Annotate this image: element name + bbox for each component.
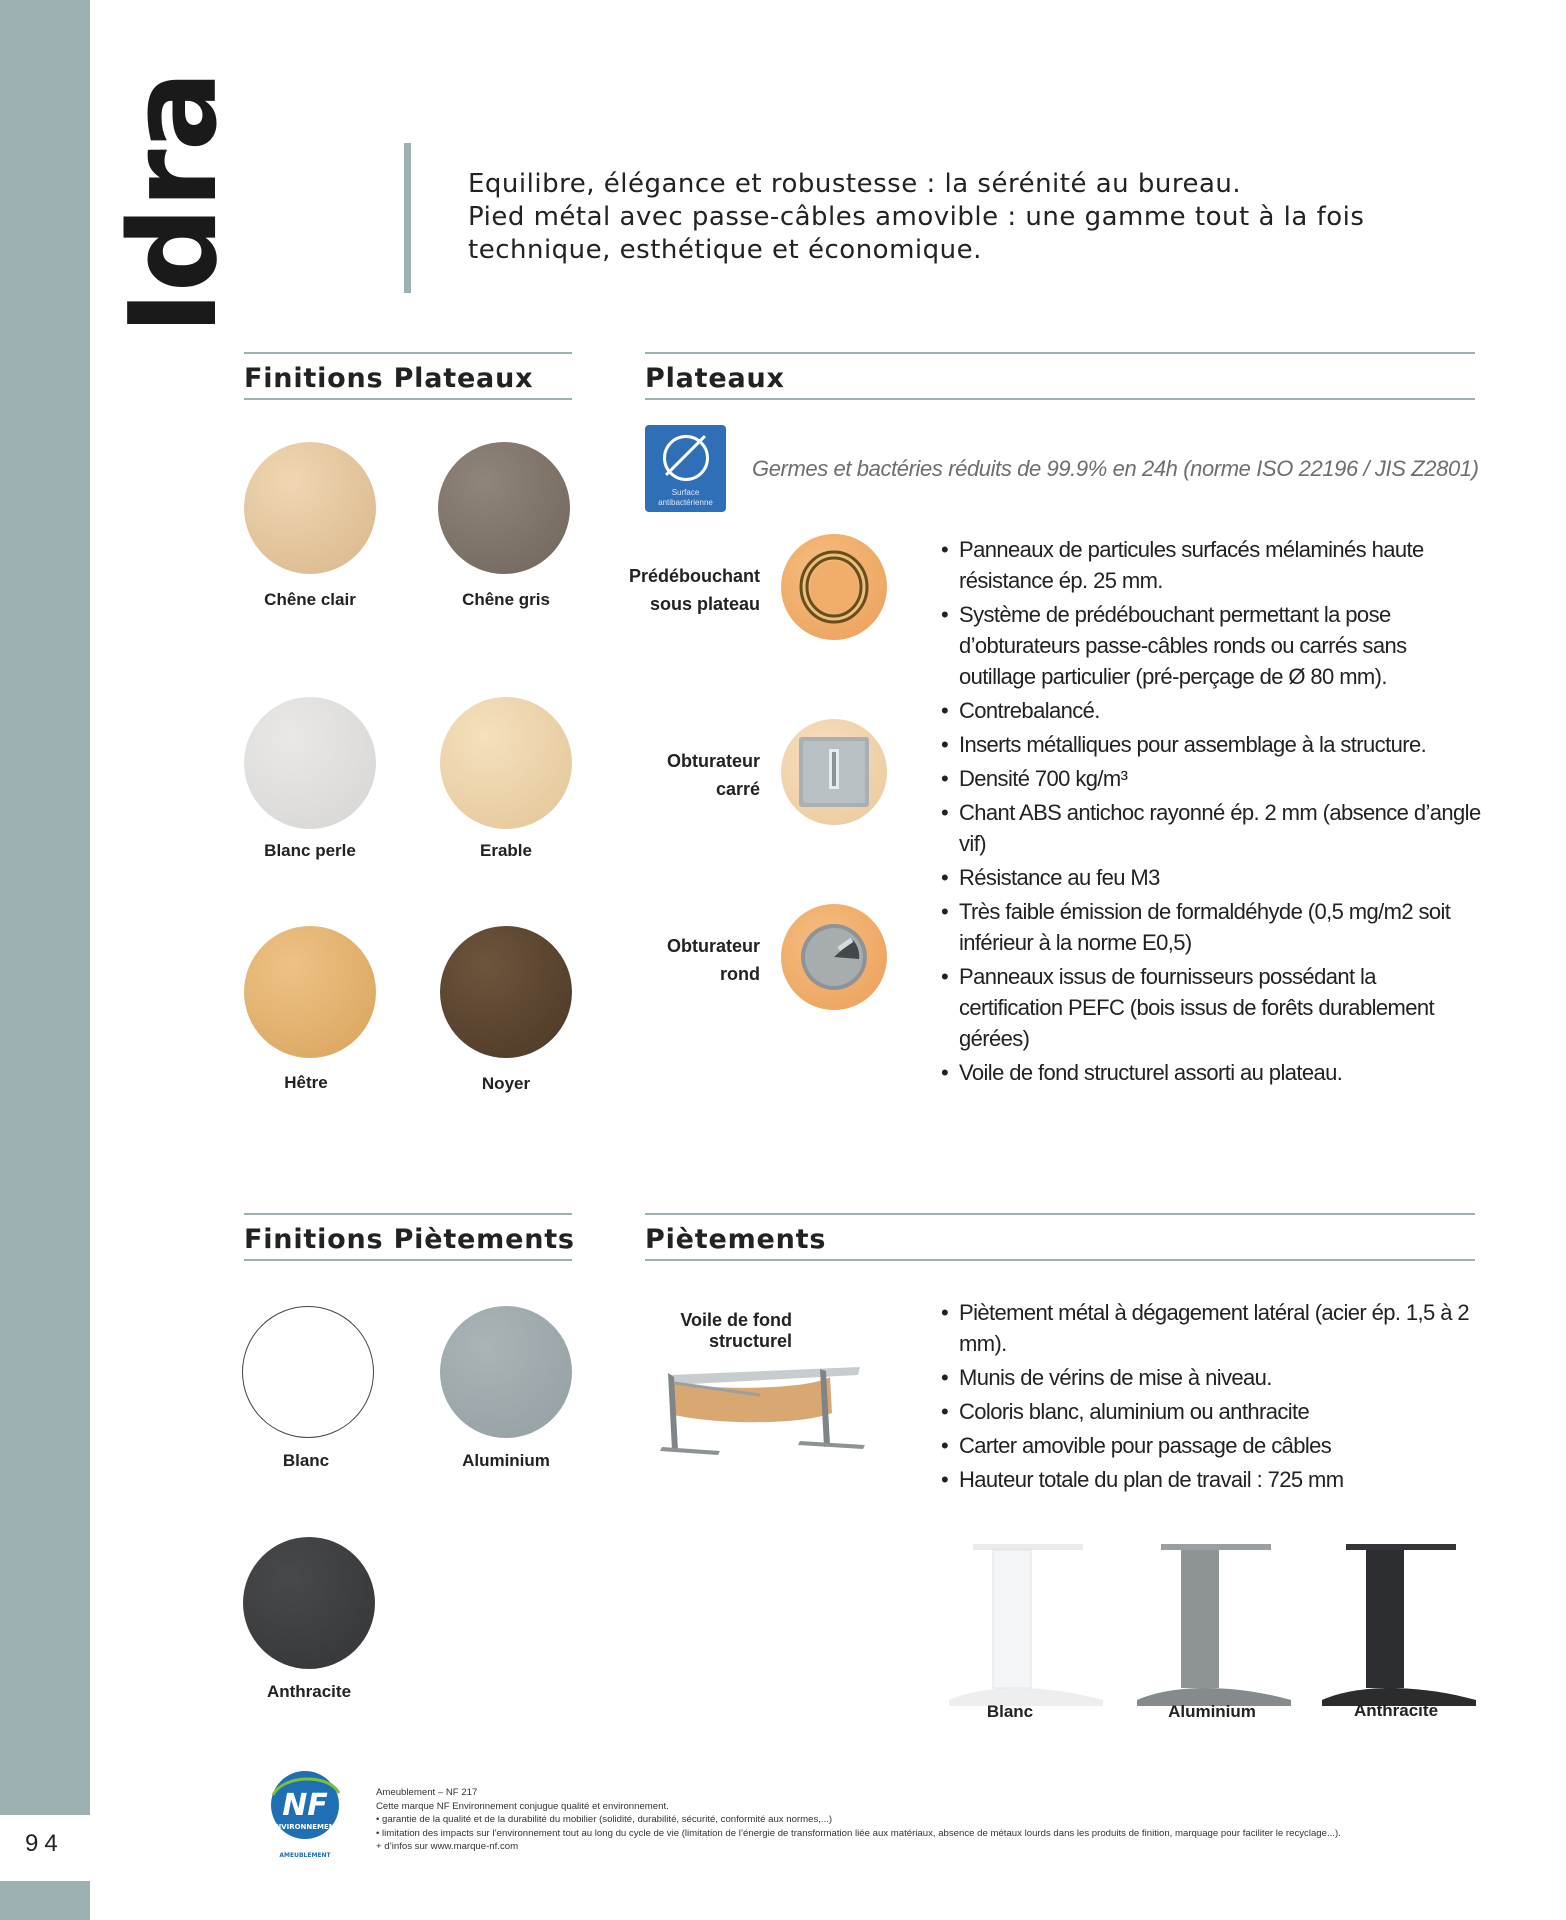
antibacterial-text: Germes et bactéries réduits de 99.9% en … <box>752 456 1479 481</box>
section-title: Finitions Piètements <box>244 1224 575 1255</box>
accessory-label-predebouchant: Prédébouchant sous plateau <box>628 566 760 614</box>
swatch-chene-clair <box>244 442 376 574</box>
feature-item: Voile de fond structurel assorti au plat… <box>941 1057 1481 1088</box>
certification-line: • garantie de la qualité et de la durabi… <box>376 1814 833 1825</box>
feature-item: Panneaux de particules surfacés mélaminé… <box>941 534 1481 596</box>
swatch-label: Aluminium <box>462 1451 550 1470</box>
intro-line: Equilibre, élégance et robustesse : la s… <box>468 169 1242 199</box>
certification-text: Ameublement – NF 217 Cette marque NF Env… <box>376 1786 1341 1854</box>
feature-item: Contrebalancé. <box>941 695 1481 726</box>
swatch-label: Anthracite <box>266 1682 352 1701</box>
feature-item: Densité 700 kg/m³ <box>941 763 1481 794</box>
brand-title: Idra <box>105 72 244 335</box>
feature-item: Carter amovible pour passage de câbles <box>941 1430 1481 1461</box>
obturateur-carre-image <box>781 719 887 825</box>
nf-environnement-logo: NF ENVIRONNEMENT AMEUBLEMENT <box>253 1765 358 1860</box>
intro-line: technique, esthétique et économique. <box>468 235 982 265</box>
swatch-frame-aluminium <box>440 1306 572 1438</box>
feature-item: Système de prédébouchant permettant la p… <box>941 599 1481 692</box>
feature-item: Chant ABS antichoc rayonné ép. 2 mm (abs… <box>941 797 1481 859</box>
certification-line: Ameublement – NF 217 <box>376 1787 478 1798</box>
leg-anthracite-image <box>1322 1544 1476 1706</box>
accessory-label-obturateur-rond: Obturateur rond <box>666 936 760 984</box>
nf-logo-sub: AMEUBLEMENT <box>279 1852 331 1859</box>
feature-item: Hauteur totale du plan de travail : 725 … <box>941 1464 1481 1495</box>
leg-label: Blanc <box>986 1702 1034 1721</box>
section-plateaux: Plateaux <box>645 352 1475 400</box>
feature-item: Coloris blanc, aluminium ou anthracite <box>941 1396 1481 1427</box>
nf-logo-band: ENVIRONNEMENT <box>271 1823 340 1831</box>
sidebar-band <box>0 0 90 1815</box>
antibacterial-badge: Surface antibactérienne <box>645 425 726 512</box>
frame-image-label: Voile de fond structurel <box>680 1310 792 1351</box>
intro-accent-bar <box>404 143 411 293</box>
swatch-frame-blanc <box>242 1306 374 1438</box>
swatch-label: Erable <box>480 841 532 860</box>
section-finitions-plateaux: Finitions Plateaux <box>244 352 572 400</box>
leg-blanc-image <box>949 1544 1103 1706</box>
certification-line: • limitation des impacts sur l’environne… <box>376 1827 1341 1839</box>
obturateur-rond-image <box>781 904 887 1010</box>
section-title: Plateaux <box>645 363 785 394</box>
section-title: Piètements <box>645 1224 827 1255</box>
section-pietements: Piètements <box>645 1213 1475 1261</box>
predebouchant-image <box>781 534 887 640</box>
section-finitions-pietements: Finitions Piètements <box>244 1213 575 1261</box>
certification-line: + d’infos sur www.marque-nf.com <box>376 1841 519 1852</box>
plateau-features-list: Panneaux de particules surfacés mélaminé… <box>941 534 1481 1091</box>
swatch-hetre <box>244 926 376 1058</box>
swatch-label: Chêne clair <box>264 590 356 609</box>
feature-item: Inserts métalliques pour assemblage à la… <box>941 729 1481 760</box>
swatch-label: Noyer <box>481 1074 531 1093</box>
feature-item: Résistance au feu M3 <box>941 862 1481 893</box>
frame-features-list: Piètement métal à dégagement latéral (ac… <box>941 1297 1481 1498</box>
nf-logo-letters: NF <box>282 1788 328 1823</box>
swatch-label: Blanc perle <box>264 841 356 860</box>
intro-text: Equilibre, élégance et robustesse : la s… <box>468 168 1468 267</box>
leg-aluminium-image <box>1137 1544 1291 1706</box>
section-title: Finitions Plateaux <box>244 363 534 394</box>
swatch-frame-anthracite <box>243 1537 375 1669</box>
swatch-label: Chêne gris <box>462 590 550 609</box>
certification-line: Cette marque NF Environnement conjugue q… <box>376 1800 669 1812</box>
sidebar-band-bottom <box>0 1881 90 1920</box>
badge-caption: Surface antibactérienne <box>658 488 713 507</box>
swatch-chene-gris <box>438 442 570 574</box>
leg-label: Anthracite <box>1353 1701 1439 1720</box>
frame-structure-image <box>660 1367 865 1455</box>
antibacterial-icon <box>663 435 709 481</box>
swatch-noyer <box>440 926 572 1058</box>
feature-item: Panneaux issus de fournisseurs possédant… <box>941 961 1481 1054</box>
accessory-label-obturateur-carre: Obturateur carré <box>666 751 760 799</box>
page-number: 94 <box>25 1830 64 1857</box>
feature-item: Très faible émission de formaldéhyde (0,… <box>941 896 1481 958</box>
intro-line: Pied métal avec passe-câbles amovible : … <box>468 202 1365 232</box>
swatch-erable <box>440 697 572 829</box>
feature-item: Munis de vérins de mise à niveau. <box>941 1362 1481 1393</box>
swatch-label: Blanc <box>282 1451 330 1470</box>
swatch-label: Hêtre <box>284 1073 328 1092</box>
feature-item: Piètement métal à dégagement latéral (ac… <box>941 1297 1481 1359</box>
swatch-blanc-perle <box>244 697 376 829</box>
leg-label: Aluminium <box>1168 1702 1256 1721</box>
